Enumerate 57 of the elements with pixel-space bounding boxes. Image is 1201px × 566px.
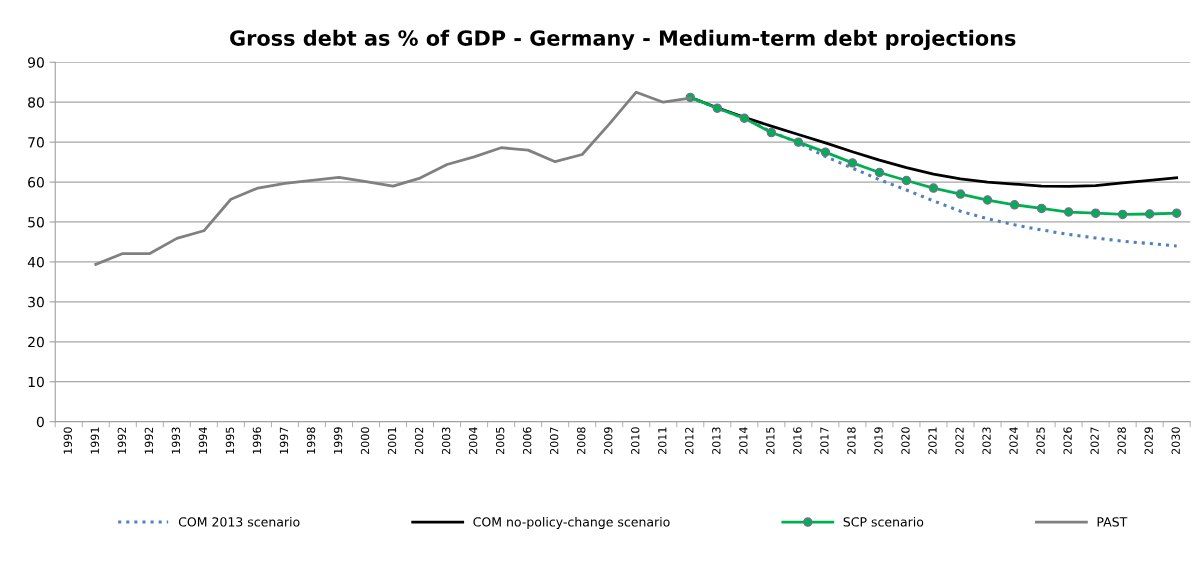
- x-tick-label: 2003: [441, 427, 451, 454]
- x-tick-label: 2017: [820, 427, 829, 454]
- y-tick-label: 90: [28, 57, 44, 68]
- x-tick-label: 2016: [793, 427, 802, 454]
- x-tick-label: 2029: [1144, 427, 1153, 454]
- legend-label: COM no-policy-change scenario: [473, 516, 670, 530]
- x-tick-label: 2027: [1090, 427, 1099, 454]
- y-tick-label: 80: [28, 97, 44, 108]
- x-tick-label: 2021: [928, 427, 937, 454]
- x-tick-label: 1990: [63, 427, 72, 454]
- x-tick-label: 2022: [955, 427, 964, 454]
- x-tick-label: 1996: [252, 427, 262, 454]
- legend-label: PAST: [1097, 517, 1128, 527]
- x-tick-label: 2010: [631, 427, 640, 454]
- x-tick-label: 2007: [549, 427, 559, 454]
- x-tick-label: 1993: [171, 427, 181, 454]
- x-tick-label: 2023: [982, 427, 991, 454]
- y-tick-label: 50: [28, 216, 44, 228]
- x-tick-label: 2001: [387, 427, 397, 454]
- x-tick-label: 2004: [468, 427, 478, 454]
- legend-label: COM 2013 scenario: [178, 516, 300, 527]
- x-tick-label: 2000: [360, 427, 370, 454]
- x-tick-label: 2006: [522, 427, 532, 454]
- x-tick-label: 1994: [198, 427, 208, 454]
- legend-label: SCP scenario: [843, 516, 924, 527]
- x-tick-label: 2015: [766, 427, 775, 454]
- x-tick-label: 1991: [90, 427, 99, 454]
- x-tick-label: 2012: [685, 427, 694, 454]
- x-tick-label: 1999: [333, 427, 343, 454]
- x-tick-label: 2011: [658, 427, 667, 454]
- y-tick-label: 60: [28, 177, 44, 188]
- y-tick-label: 0: [36, 416, 44, 428]
- x-tick-label: 2019: [874, 427, 883, 454]
- x-tick-label: 2028: [1117, 427, 1126, 454]
- x-tick-label: 1992: [144, 427, 154, 454]
- x-tick-label: 2018: [847, 427, 856, 454]
- x-tick-label: 2030: [1171, 427, 1180, 454]
- y-tick-label: 70: [28, 137, 44, 148]
- y-tick-label: 20: [28, 336, 44, 348]
- x-tick-label: 2026: [1063, 427, 1072, 454]
- x-tick-label: 2025: [1036, 427, 1045, 454]
- y-tick-label: 40: [27, 256, 44, 268]
- y-tick-label: 10: [28, 376, 44, 388]
- x-tick-label: 2009: [604, 427, 613, 454]
- x-tick-label: 2013: [712, 427, 721, 454]
- x-tick-label: 1997: [279, 427, 289, 454]
- x-tick-label: 1995: [225, 427, 235, 454]
- x-tick-label: 1992: [117, 427, 127, 454]
- y-tick-label: 30: [28, 296, 44, 308]
- x-tick-label: 2024: [1009, 427, 1018, 454]
- x-tick-label: 2002: [414, 427, 424, 454]
- x-tick-label: 2008: [577, 427, 586, 454]
- chart-title: Gross debt as % of GDP - Germany - Medium-term debt projections: [230, 29, 1016, 51]
- x-tick-label: 2014: [739, 427, 748, 454]
- x-tick-label: 2020: [901, 427, 910, 454]
- x-tick-label: 1998: [306, 427, 316, 454]
- x-tick-label: 2005: [495, 427, 505, 454]
